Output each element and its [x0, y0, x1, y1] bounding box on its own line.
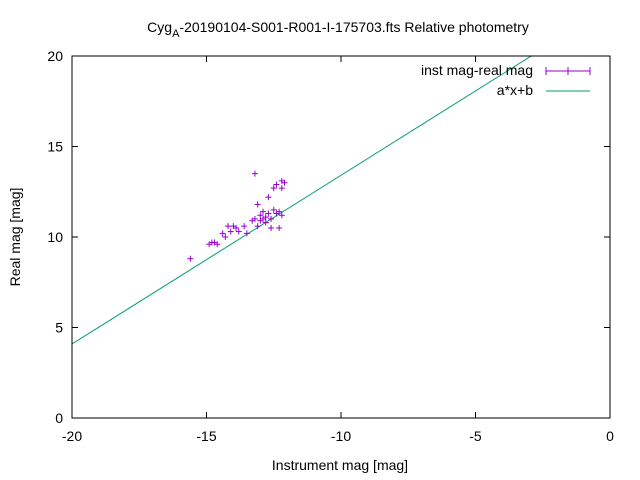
data-point	[281, 179, 288, 186]
plot-frame	[71, 55, 611, 419]
legend-label-fit: a*x+b	[497, 82, 533, 98]
data-point	[270, 185, 277, 192]
axis-ticks: -20 -15 -10 -5 0 0 5 10 15 20	[47, 48, 614, 444]
data-point	[235, 228, 242, 235]
data-point	[273, 181, 280, 188]
data-point	[214, 241, 221, 248]
x-tick-label: -15	[196, 428, 216, 444]
y-tick-label: 20	[47, 48, 63, 64]
fit-line	[72, 56, 533, 345]
legend-label-data: inst mag-real mag	[421, 62, 533, 78]
data-point	[227, 228, 234, 235]
title-subscript: A	[172, 28, 180, 40]
data-point	[276, 224, 283, 231]
chart-title: CygA-20190104-S001-R001-I-175703.fts Rel…	[147, 19, 529, 40]
data-point	[254, 201, 261, 208]
legend: inst mag-real mag a*x+b	[421, 62, 591, 98]
y-tick-label: 5	[55, 320, 63, 336]
x-tick-label: -20	[62, 428, 82, 444]
x-tick-label: -5	[469, 428, 482, 444]
y-tick-label: 15	[47, 139, 63, 155]
data-point	[265, 194, 272, 201]
data-point	[278, 212, 285, 219]
data-point	[243, 230, 250, 237]
data-point	[268, 224, 275, 231]
data-point	[270, 206, 277, 213]
data-point	[262, 219, 269, 226]
data-point	[262, 214, 269, 221]
y-axis-label: Real mag [mag]	[7, 188, 23, 287]
y-tick-label: 10	[47, 229, 63, 245]
data-point	[259, 208, 266, 215]
data-point	[187, 255, 194, 262]
data-point	[278, 185, 285, 192]
data-point	[225, 223, 232, 230]
data-point	[276, 208, 283, 215]
data-point	[241, 223, 248, 230]
legend-swatch-errorbars	[545, 67, 591, 75]
data-point	[251, 215, 258, 222]
data-point	[257, 212, 264, 219]
x-tick-label: 0	[606, 428, 614, 444]
title-main: Cyg	[147, 19, 172, 35]
y-tick-label: 0	[55, 410, 63, 426]
fit-line-layer	[72, 56, 533, 345]
data-point	[268, 215, 275, 222]
data-point	[222, 234, 229, 240]
data-point	[265, 210, 272, 217]
x-tick-label: -10	[331, 428, 351, 444]
title-rest: -20190104-S001-R001-I-175703.fts Relativ…	[179, 19, 528, 35]
data-points-layer	[187, 170, 288, 262]
data-point	[233, 224, 240, 231]
data-point	[254, 223, 261, 230]
data-point	[219, 230, 226, 237]
data-point	[251, 170, 258, 177]
x-axis-label: Instrument mag [mag]	[272, 457, 408, 473]
